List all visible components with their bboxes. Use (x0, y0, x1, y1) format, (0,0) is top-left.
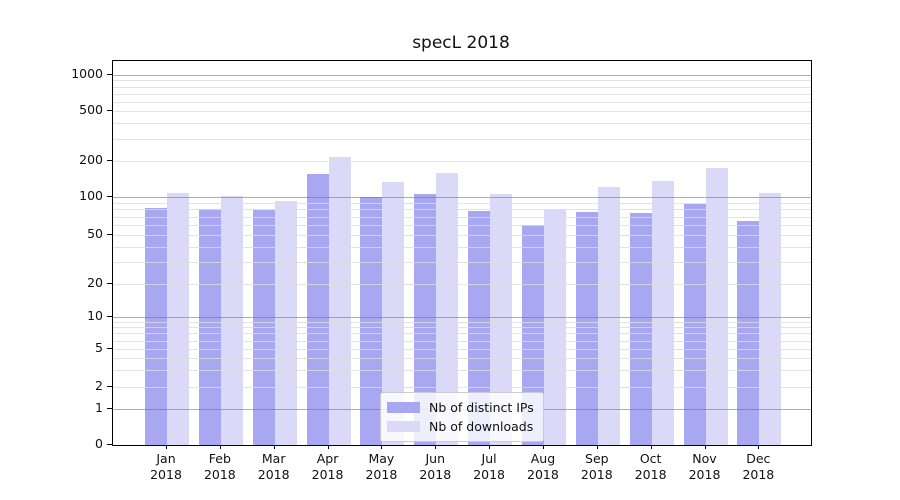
y-tick-label: 500 (79, 102, 103, 117)
x-tick-mark (273, 445, 275, 449)
bar-distinct-ips (306, 174, 329, 445)
x-tick-label: May 2018 (365, 451, 398, 482)
bar-downloads (543, 209, 566, 445)
x-tick-mark (435, 445, 437, 449)
x-tick-label: Aug 2018 (527, 451, 559, 482)
x-tick-mark (650, 445, 652, 449)
x-tick-label: Nov 2018 (688, 451, 721, 482)
bar-downloads (597, 186, 620, 445)
bar-distinct-ips (414, 193, 437, 445)
legend-label: Nb of distinct IPs (429, 400, 534, 415)
x-tick-label: Dec 2018 (742, 451, 775, 482)
bars-layer (113, 61, 811, 445)
y-tick-label: 10 (87, 308, 103, 323)
y-tick-label: 1000 (71, 66, 103, 81)
chart-title: specL 2018 (412, 33, 510, 53)
legend: Nb of distinct IPs Nb of downloads (380, 392, 544, 442)
bar-downloads (328, 157, 351, 445)
y-tick-label: 200 (79, 152, 103, 167)
bar-downloads (436, 172, 459, 445)
x-tick-label: Jan 2018 (150, 451, 182, 482)
y-tick-mark (107, 160, 112, 161)
y-tick-label: 20 (87, 275, 103, 290)
y-tick-label: 2 (95, 378, 103, 393)
x-tick-mark (596, 445, 598, 449)
bar-distinct-ips (198, 209, 221, 445)
bar-downloads (705, 167, 728, 445)
y-tick-mark (107, 110, 112, 111)
y-tick-label: 1 (95, 400, 103, 415)
bar-distinct-ips (252, 209, 275, 445)
legend-swatch-distinct-ips-icon (387, 402, 420, 413)
x-tick-label: Sep 2018 (580, 451, 613, 482)
y-tick-label: 0 (95, 436, 103, 451)
bar-distinct-ips (145, 207, 167, 445)
legend-swatch-downloads-icon (387, 421, 420, 432)
bar-downloads (651, 181, 674, 445)
x-tick-label: Apr 2018 (311, 451, 344, 482)
x-tick-mark (219, 445, 221, 449)
plot-area: Nb of distinct IPs Nb of downloads (112, 60, 812, 446)
x-tick-label: Feb 2018 (203, 451, 236, 482)
x-tick-mark (758, 445, 760, 449)
x-tick-label: Jun 2018 (419, 451, 452, 482)
y-tick-mark (107, 283, 112, 284)
legend-item: Nb of downloads (387, 417, 535, 436)
y-tick-label: 5 (95, 340, 103, 355)
bar-distinct-ips (683, 204, 706, 445)
y-tick-label: 100 (79, 188, 103, 203)
y-tick-mark (107, 316, 112, 317)
legend-item: Nb of distinct IPs (387, 398, 535, 417)
bar-distinct-ips (629, 212, 652, 445)
x-tick-mark (704, 445, 706, 449)
bar-downloads (167, 192, 189, 445)
x-tick-label: Mar 2018 (257, 451, 290, 482)
bar-distinct-ips (521, 225, 544, 445)
y-tick-mark (107, 348, 112, 349)
bar-downloads (274, 200, 297, 445)
bar-distinct-ips (360, 197, 383, 445)
x-tick-mark (381, 445, 383, 449)
y-tick-mark (107, 74, 112, 75)
x-tick-label: Jul 2018 (473, 451, 505, 482)
x-tick-label: Oct 2018 (634, 451, 667, 482)
x-tick-mark (542, 445, 544, 449)
x-tick-mark (327, 445, 329, 449)
y-tick-mark (107, 386, 112, 387)
legend-label: Nb of downloads (429, 419, 534, 434)
x-tick-mark (489, 445, 491, 449)
bar-downloads (759, 193, 782, 445)
y-tick-mark (107, 444, 112, 445)
bar-downloads (220, 195, 243, 445)
bar-downloads (490, 193, 513, 445)
x-tick-mark (166, 445, 167, 449)
y-tick-mark (107, 234, 112, 235)
bar-distinct-ips (737, 221, 760, 445)
y-tick-mark (107, 408, 112, 409)
bar-distinct-ips (575, 212, 598, 445)
y-tick-label: 50 (87, 226, 103, 241)
y-tick-mark (107, 196, 112, 197)
